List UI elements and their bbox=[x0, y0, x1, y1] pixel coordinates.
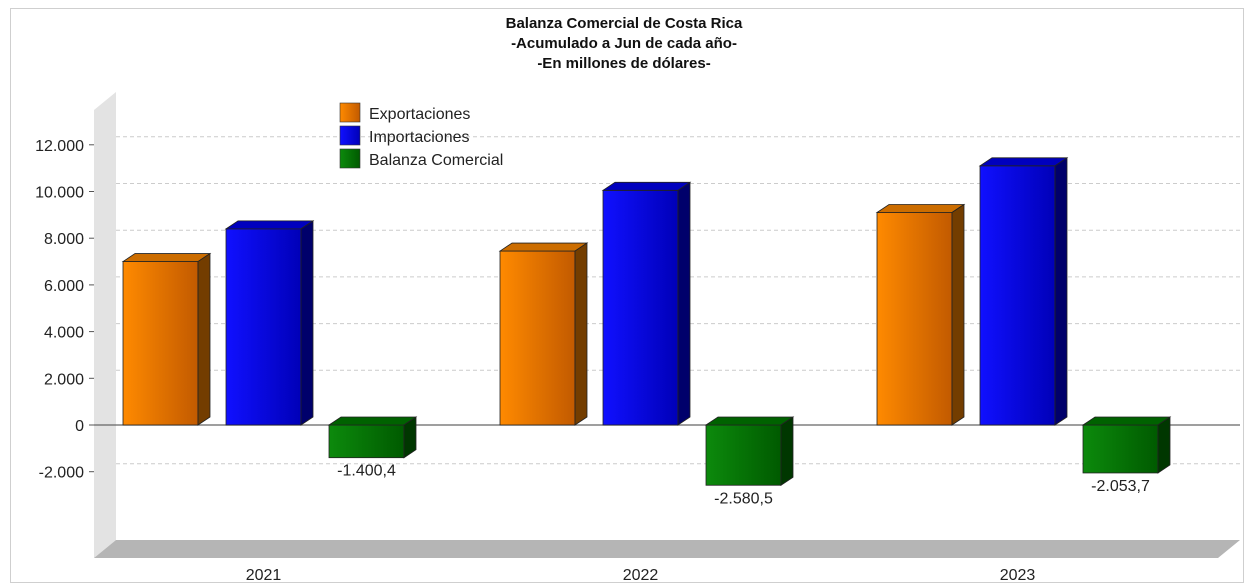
legend-label: Importaciones bbox=[369, 129, 470, 146]
bar-side bbox=[677, 181, 691, 426]
y-tick-label: 6.000 bbox=[44, 278, 84, 295]
bar-front bbox=[876, 212, 953, 426]
bar-balanza-comercial-2023 bbox=[1081, 416, 1172, 474]
chart-title-line-3: -En millones de dólares- bbox=[537, 55, 711, 72]
chart-title-line-2: -Acumulado a Jun de cada año- bbox=[511, 35, 737, 52]
x-tick-label: 2022 bbox=[623, 567, 659, 584]
bar-front bbox=[122, 261, 199, 426]
bar-top bbox=[875, 204, 966, 213]
y-tick-label: 12.000 bbox=[35, 138, 84, 155]
floor bbox=[94, 540, 1240, 558]
legend-swatch bbox=[339, 125, 361, 146]
bar-front bbox=[979, 165, 1056, 426]
y-axis: -2.000 0 2.000 4.000 6.000 8.000 10.000 12.000 bbox=[35, 138, 94, 482]
legend-swatch bbox=[339, 148, 361, 169]
bar-importaciones-2022 bbox=[601, 181, 692, 426]
bars bbox=[121, 157, 1172, 487]
y-tick-label: 2.000 bbox=[44, 371, 84, 388]
legend-label: Balanza Comercial bbox=[369, 152, 503, 169]
bar-top bbox=[978, 157, 1069, 167]
bar-side bbox=[951, 203, 965, 426]
x-axis-labels: 2021 2022 2023 bbox=[246, 567, 1036, 584]
bar-side bbox=[197, 252, 211, 426]
bar-top bbox=[327, 416, 418, 426]
bar-top bbox=[224, 220, 315, 230]
y-tick-label: 8.000 bbox=[44, 231, 84, 248]
bar-exportaciones-2021 bbox=[121, 252, 212, 426]
bar-side bbox=[300, 220, 314, 426]
data-label-balanza: -1.400,4 bbox=[337, 463, 396, 480]
bar-importaciones-2023 bbox=[978, 157, 1069, 426]
bar-front bbox=[499, 250, 576, 426]
bar-top bbox=[498, 242, 589, 252]
legend-label: Exportaciones bbox=[369, 106, 470, 123]
data-labels: -1.400,4 -2.580,5 -2.053,7 bbox=[337, 463, 1150, 508]
legend-swatch bbox=[339, 102, 361, 123]
data-label-balanza: -2.580,5 bbox=[714, 490, 773, 507]
bar-front bbox=[225, 228, 302, 426]
bar-top bbox=[601, 181, 692, 191]
bar-importaciones-2021 bbox=[224, 220, 315, 426]
bar-front bbox=[602, 189, 679, 426]
bar-top bbox=[121, 253, 212, 262]
legend: Exportaciones Importaciones Balanza Comerc… bbox=[339, 102, 503, 169]
y-tick-label: -2.000 bbox=[39, 465, 84, 482]
left-wall bbox=[94, 92, 116, 558]
y-tick-label: 4.000 bbox=[44, 325, 84, 342]
bar-side bbox=[574, 242, 588, 426]
bar-side bbox=[403, 416, 417, 459]
chart-title-line-1: Balanza Comercial de Costa Rica bbox=[505, 15, 743, 32]
bar-side bbox=[1157, 416, 1171, 474]
bar-top bbox=[704, 416, 795, 426]
bar-top bbox=[1081, 416, 1172, 426]
bar-front bbox=[328, 424, 405, 459]
bar-exportaciones-2023 bbox=[875, 203, 966, 426]
bar-side bbox=[1054, 157, 1068, 426]
bar-front bbox=[1082, 424, 1159, 474]
bar-side bbox=[780, 416, 794, 487]
data-label-balanza: -2.053,7 bbox=[1091, 478, 1150, 495]
bar-balanza-comercial-2022 bbox=[704, 416, 795, 487]
y-tick-label: 10.000 bbox=[35, 185, 84, 202]
x-tick-label: 2023 bbox=[1000, 567, 1036, 584]
x-tick-label: 2021 bbox=[246, 567, 282, 584]
y-tick-label: 0 bbox=[75, 418, 84, 435]
chart-title: Balanza Comercial de Costa Rica -Acumula… bbox=[0, 14, 1248, 74]
bar-exportaciones-2022 bbox=[498, 242, 589, 426]
bar-balanza-comercial-2021 bbox=[327, 416, 418, 459]
bar-front bbox=[705, 424, 782, 486]
